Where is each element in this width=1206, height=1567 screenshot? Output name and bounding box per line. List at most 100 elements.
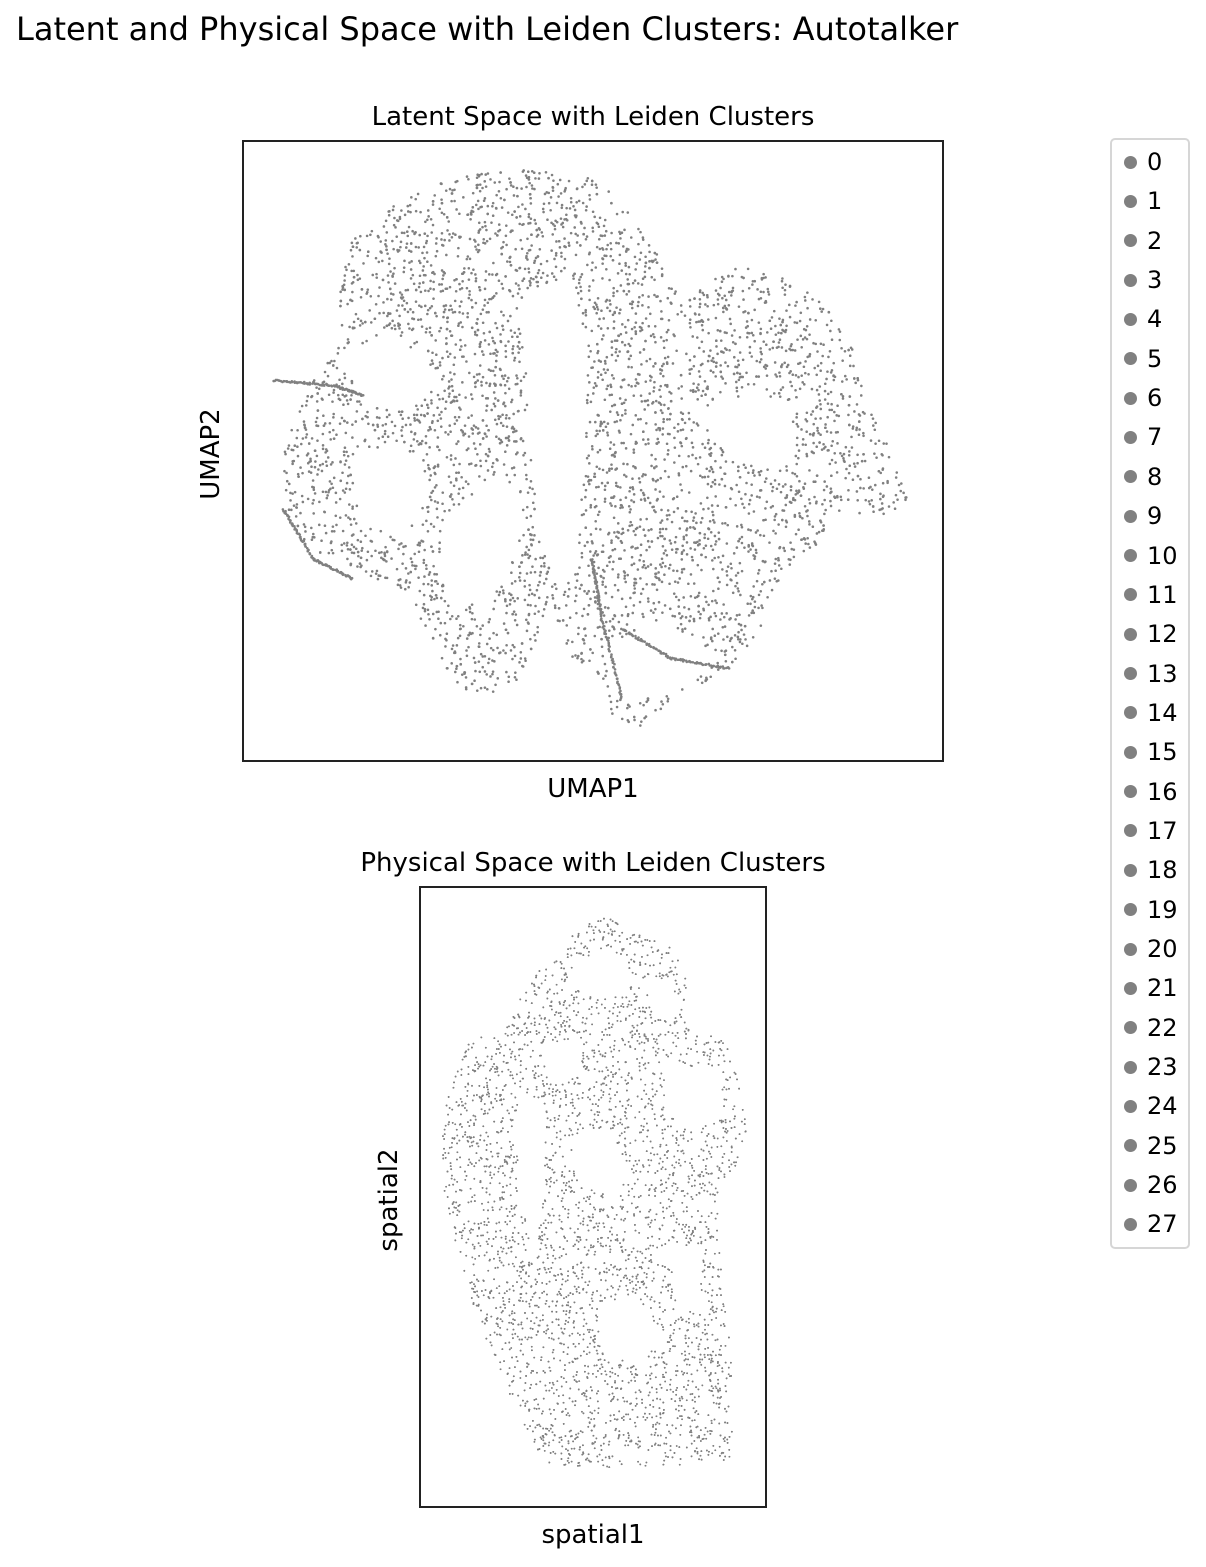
scatter-point xyxy=(754,531,758,534)
scatter-point xyxy=(679,622,683,626)
scatter-point xyxy=(533,507,536,511)
scatter-point xyxy=(673,461,676,464)
scatter-point xyxy=(588,462,591,465)
scatter-point xyxy=(488,617,491,621)
scatter-point xyxy=(459,662,463,666)
scatter-point xyxy=(485,435,488,438)
scatter-point xyxy=(470,306,474,309)
scatter-point xyxy=(440,201,444,205)
scatter-point xyxy=(354,547,358,551)
scatter-point xyxy=(434,627,437,631)
scatter-point xyxy=(765,374,769,377)
scatter-point xyxy=(433,428,437,432)
scatter-point xyxy=(306,394,310,398)
scatter-point xyxy=(614,674,618,677)
scatter-point xyxy=(627,342,630,346)
scatter-point xyxy=(604,632,608,636)
scatter-point xyxy=(477,221,481,225)
scatter-point xyxy=(717,587,720,591)
scatter-point xyxy=(407,249,411,252)
scatter-point xyxy=(647,295,650,298)
scatter-point xyxy=(602,576,605,580)
scatter-point xyxy=(649,645,653,649)
scatter-point xyxy=(588,659,591,663)
scatter-point xyxy=(597,592,600,596)
scatter-point xyxy=(516,292,520,295)
scatter-point xyxy=(439,417,443,420)
scatter-point xyxy=(605,471,609,474)
scatter-point xyxy=(798,319,802,323)
scatter-point xyxy=(458,462,461,466)
scatter-point xyxy=(511,294,515,298)
scatter-point xyxy=(868,502,872,506)
scatter-point xyxy=(627,265,631,269)
scatter-point xyxy=(541,207,545,211)
scatter-point xyxy=(726,523,730,527)
scatter-point xyxy=(484,278,487,282)
scatter-point xyxy=(474,245,477,248)
scatter-point xyxy=(527,548,531,552)
scatter-point xyxy=(492,631,495,635)
scatter-point xyxy=(453,310,457,314)
scatter-point xyxy=(614,350,618,354)
scatter-point xyxy=(510,466,514,470)
scatter-point xyxy=(799,311,803,315)
scatter-point xyxy=(802,327,806,331)
scatter-point xyxy=(460,475,463,479)
scatter-point xyxy=(475,183,479,187)
scatter-point xyxy=(609,254,612,258)
scatter-point xyxy=(526,491,530,494)
scatter-point xyxy=(636,546,639,550)
scatter-point xyxy=(546,274,549,277)
scatter-point xyxy=(830,490,833,494)
scatter-point xyxy=(711,470,715,474)
scatter-point xyxy=(580,513,584,517)
scatter-point xyxy=(578,566,581,569)
scatter-point xyxy=(688,417,691,421)
scatter-point xyxy=(401,417,404,421)
scatter-point xyxy=(326,374,330,378)
scatter-point xyxy=(844,476,847,480)
scatter-point xyxy=(445,342,448,346)
scatter-point xyxy=(404,581,408,584)
scatter-point xyxy=(680,568,684,571)
scatter-point xyxy=(435,596,439,600)
scatter-point xyxy=(498,590,502,594)
scatter-point xyxy=(784,349,788,353)
scatter-point xyxy=(553,606,557,610)
scatter-point xyxy=(737,622,741,626)
scatter-point xyxy=(306,497,310,501)
scatter-point xyxy=(491,296,495,299)
scatter-point xyxy=(398,314,401,318)
scatter-point xyxy=(348,517,352,521)
scatter-point xyxy=(628,510,632,514)
scatter-point xyxy=(414,300,418,303)
scatter-point xyxy=(772,340,775,343)
scatter-point xyxy=(487,657,491,661)
scatter-point xyxy=(365,292,368,295)
scatter-point xyxy=(599,422,603,426)
scatter-point xyxy=(360,549,364,552)
scatter-point xyxy=(418,261,422,265)
scatter-point xyxy=(507,435,511,438)
scatter-point xyxy=(583,627,587,630)
scatter-point xyxy=(434,254,438,258)
scatter-point xyxy=(441,518,444,522)
scatter-point xyxy=(327,490,330,494)
scatter-point xyxy=(680,688,684,691)
scatter-point xyxy=(441,502,444,506)
scatter-point xyxy=(873,428,877,432)
scatter-point xyxy=(458,348,462,352)
scatter-point xyxy=(301,437,305,440)
scatter-point xyxy=(471,631,474,635)
scatter-point xyxy=(687,411,691,415)
scatter-point xyxy=(509,329,513,332)
scatter-point xyxy=(528,486,532,489)
scatter-point xyxy=(662,362,665,366)
scatter-point xyxy=(755,359,759,363)
scatter-point xyxy=(513,619,517,622)
scatter-point xyxy=(299,511,302,515)
scatter-point xyxy=(444,407,447,410)
scatter-point xyxy=(501,328,505,331)
scatter-point xyxy=(755,495,759,498)
